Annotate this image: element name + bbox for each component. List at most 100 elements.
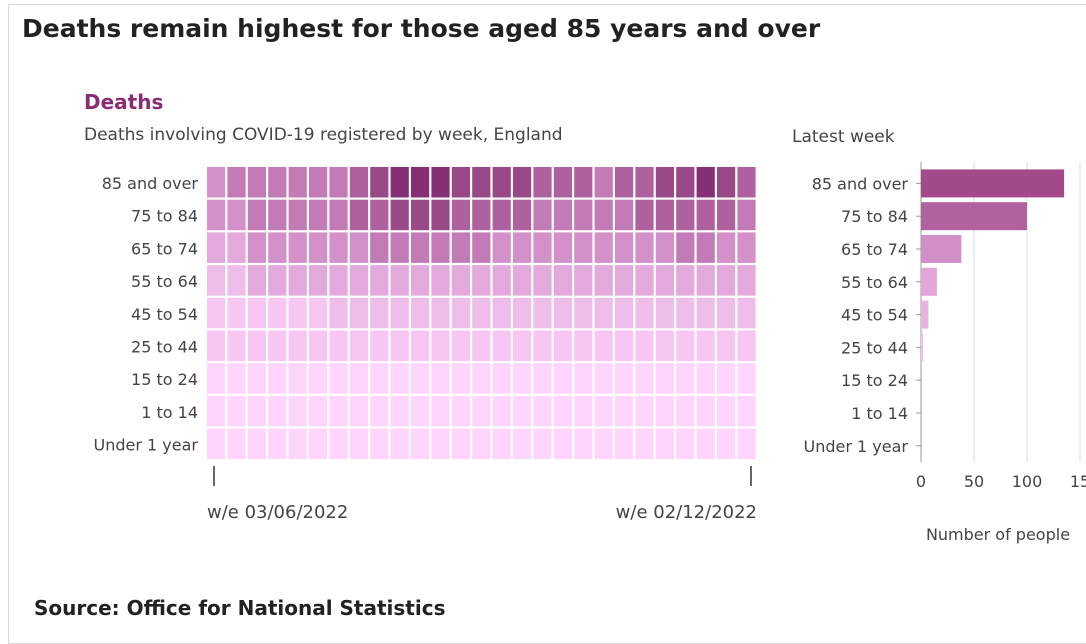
heatmap-cell <box>247 265 266 296</box>
heatmap-cell <box>594 199 613 231</box>
heatmap-cell <box>492 199 511 231</box>
heatmap-cell <box>553 428 572 460</box>
heatmap-cell <box>533 199 552 231</box>
heatmap-cell <box>492 265 511 296</box>
heatmap-cell <box>635 395 654 427</box>
bar-category-label: 1 to 14 <box>851 404 908 423</box>
heatmap-cell <box>390 395 409 427</box>
heatmap-cell <box>268 363 287 394</box>
heatmap-cell <box>309 232 328 263</box>
heatmap-cell <box>288 199 307 231</box>
heatmap-cell <box>655 428 674 460</box>
heatmap-cell <box>696 265 715 296</box>
heatmap-cell <box>247 330 266 361</box>
heatmap-cell <box>411 428 430 460</box>
heatmap-cell <box>737 330 756 361</box>
heatmap-cell <box>676 265 695 296</box>
heatmap-cell <box>309 167 328 198</box>
heatmap-row-label: 55 to 64 <box>131 272 198 291</box>
heatmap-cell <box>227 363 246 394</box>
heatmap-cell <box>227 232 246 263</box>
bar <box>921 300 929 329</box>
source-note: Source: Office for National Statistics <box>34 596 446 620</box>
heatmap-cell <box>696 297 715 329</box>
heatmap-cell <box>492 297 511 329</box>
bar-x-tick-label: 0 <box>916 472 926 491</box>
heatmap-cell <box>288 395 307 427</box>
heatmap-cell <box>349 199 368 231</box>
heatmap-cell <box>533 232 552 263</box>
heatmap-cell <box>533 428 552 460</box>
heatmap-subtitle: Deaths involving COVID-19 registered by … <box>84 125 563 145</box>
heatmap-cell <box>696 363 715 394</box>
heatmap-x-tick-label: w/e 03/06/2022 <box>207 502 348 523</box>
heatmap-cell <box>227 330 246 361</box>
heatmap-cell <box>513 167 532 198</box>
heatmap-cell <box>370 265 389 296</box>
heatmap-cell <box>696 167 715 198</box>
heatmap-cell <box>615 330 634 361</box>
heatmap-cell <box>207 167 226 198</box>
heatmap-cell <box>207 330 226 361</box>
heatmap-cell <box>329 297 348 329</box>
heatmap-cell <box>717 363 736 394</box>
heatmap-cell <box>676 199 695 231</box>
bar-category-label: 55 to 64 <box>841 273 908 292</box>
heatmap-cell <box>207 265 226 296</box>
heatmap-cell <box>227 199 246 231</box>
heatmap-cell <box>431 395 450 427</box>
heatmap-cell <box>594 167 613 198</box>
heatmap-cell <box>288 232 307 263</box>
heatmap-cell <box>533 363 552 394</box>
heatmap-cell <box>288 265 307 296</box>
heatmap-cell <box>288 330 307 361</box>
heatmap-cell <box>574 167 593 198</box>
heatmap-cell <box>431 297 450 329</box>
heatmap-cell <box>472 428 491 460</box>
heatmap-cell <box>533 265 552 296</box>
bar-category-label: 85 and over <box>812 174 909 193</box>
heatmap-cell <box>431 232 450 263</box>
heatmap-cell <box>451 363 470 394</box>
heatmap-cell <box>737 428 756 460</box>
heatmap-cell <box>513 232 532 263</box>
heatmap-cell <box>431 167 450 198</box>
heatmap-cell <box>492 232 511 263</box>
heatmap-cell <box>411 232 430 263</box>
heatmap-cell <box>655 167 674 198</box>
heatmap-cell <box>615 363 634 394</box>
heatmap-cell <box>594 297 613 329</box>
heatmap-row-label: 65 to 74 <box>131 239 198 258</box>
heatmap-cell <box>309 363 328 394</box>
heatmap-cell <box>431 330 450 361</box>
heatmap-cell <box>390 199 409 231</box>
heatmap-cell <box>247 232 266 263</box>
heatmap-cell <box>431 363 450 394</box>
heatmap-cell <box>635 199 654 231</box>
heatmap-cell <box>268 395 287 427</box>
heatmap-cell <box>349 297 368 329</box>
heatmap-cell <box>390 265 409 296</box>
bar-category-label: 75 to 84 <box>841 207 908 226</box>
heatmap-cell <box>492 330 511 361</box>
heatmap-cell <box>737 363 756 394</box>
heatmap-row-label: 15 to 24 <box>131 370 198 389</box>
heatmap-cell <box>309 199 328 231</box>
heatmap-cell <box>737 232 756 263</box>
heatmap-cell <box>717 297 736 329</box>
chart-area: Deaths Deaths involving COVID-19 registe… <box>84 90 1086 544</box>
heatmap-cell <box>492 395 511 427</box>
heatmap-cell <box>696 232 715 263</box>
heatmap-cell <box>247 199 266 231</box>
heatmap-cell <box>553 363 572 394</box>
heatmap-cell <box>676 232 695 263</box>
heatmap-cell <box>268 265 287 296</box>
heatmap-cell <box>349 428 368 460</box>
heatmap-cell <box>574 330 593 361</box>
heatmap-cell <box>574 232 593 263</box>
heatmap-cell <box>737 199 756 231</box>
bar-x-axis-label: Number of people <box>926 525 1070 544</box>
heatmap-cell <box>717 167 736 198</box>
heatmap-cell <box>737 395 756 427</box>
heatmap-cell <box>594 330 613 361</box>
